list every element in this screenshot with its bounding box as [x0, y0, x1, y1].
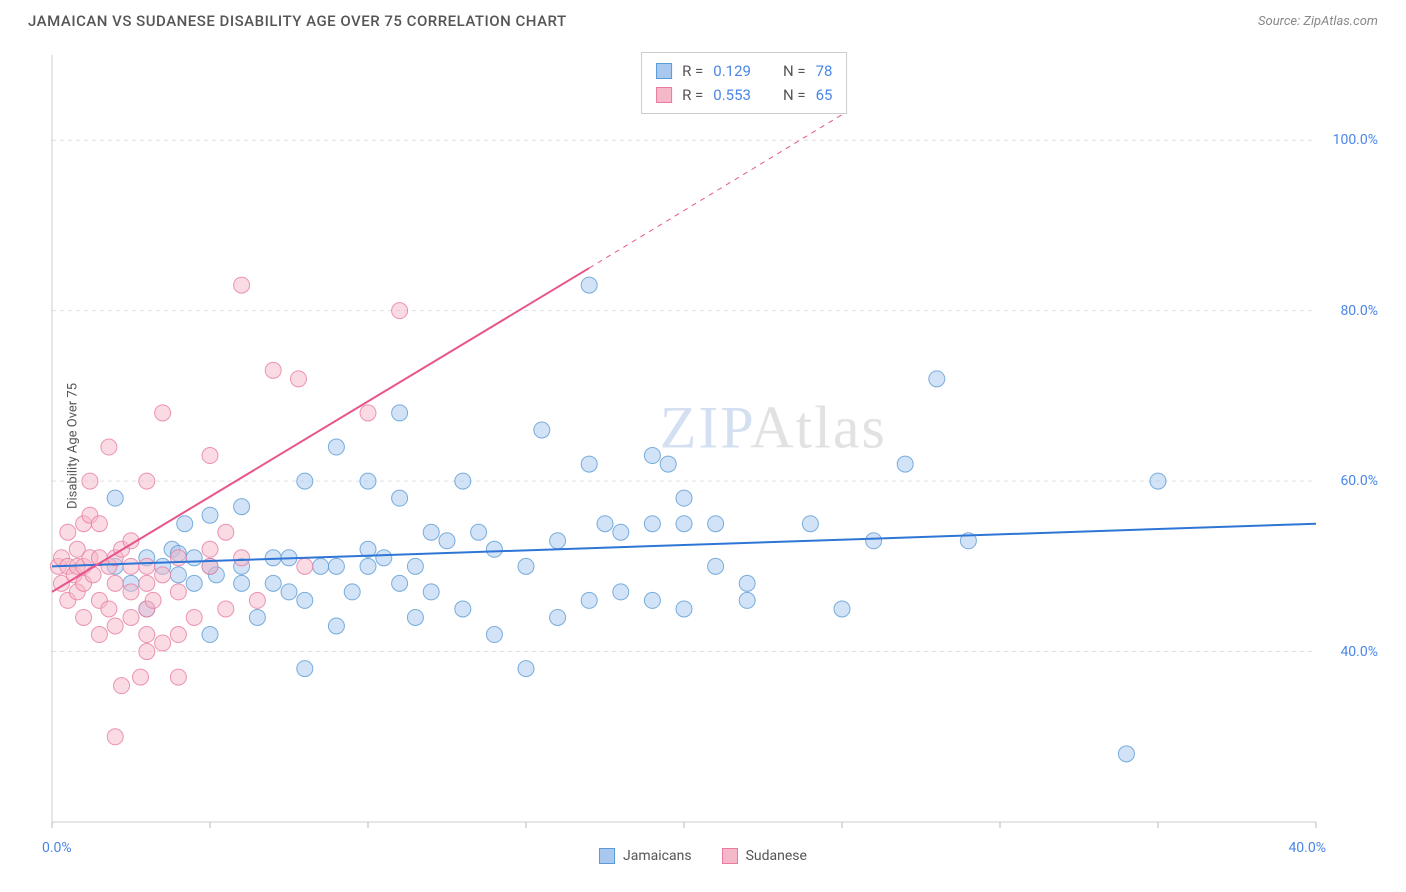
y-tick-label: 60.0% [1340, 473, 1378, 489]
legend-item-sudanese: Sudanese [722, 848, 807, 864]
n-label: N = [783, 59, 806, 83]
chart-header: JAMAICAN VS SUDANESE DISABILITY AGE OVER… [0, 0, 1406, 38]
legend-swatch [599, 848, 615, 864]
r-value: 0.553 [713, 83, 751, 107]
y-tick-label: 100.0% [1333, 132, 1378, 148]
legend-label: Jamaicans [623, 848, 692, 864]
legend-swatch [656, 63, 672, 79]
r-label: R = [682, 59, 703, 83]
y-tick-label: 80.0% [1340, 303, 1378, 319]
y-axis-tick-labels: 40.0% 60.0% 80.0% 100.0% [1318, 45, 1378, 832]
legend-swatch [722, 848, 738, 864]
r-label: R = [682, 83, 703, 107]
chart-plot-area [50, 45, 1386, 832]
legend-item-jamaicans: Jamaicans [599, 848, 692, 864]
n-value: 78 [816, 59, 833, 83]
y-tick-label: 40.0% [1340, 644, 1378, 660]
correlation-stats-legend: R = 0.129 N = 78 R = 0.553 N = 65 [641, 52, 847, 114]
series-legend: Jamaicans Sudanese [0, 848, 1406, 864]
chart-title: JAMAICAN VS SUDANESE DISABILITY AGE OVER… [28, 12, 567, 30]
r-value: 0.129 [713, 59, 751, 83]
legend-swatch [656, 87, 672, 103]
legend-label: Sudanese [746, 848, 807, 864]
stats-row-jamaicans: R = 0.129 N = 78 [656, 59, 832, 83]
n-value: 65 [816, 83, 833, 107]
stats-row-sudanese: R = 0.553 N = 65 [656, 83, 832, 107]
n-label: N = [783, 83, 806, 107]
scatter-plot-svg [50, 45, 1386, 832]
source-attribution: Source: ZipAtlas.com [1258, 14, 1378, 29]
